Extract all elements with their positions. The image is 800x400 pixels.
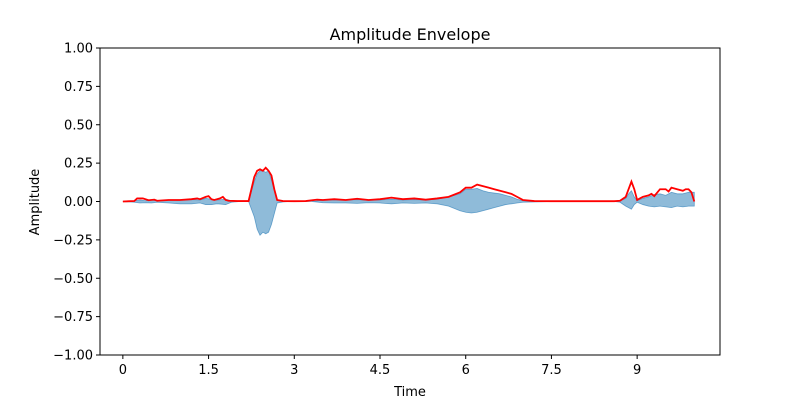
waveform-area — [122, 170, 695, 236]
x-tick-label: 3 — [290, 363, 298, 378]
x-tick-label: 0 — [119, 363, 127, 378]
y-tick-label: 1.00 — [64, 42, 93, 57]
chart-title: Amplitude Envelope — [330, 25, 491, 44]
envelope-line — [122, 166, 696, 203]
y-tick-label: −0.50 — [53, 272, 93, 287]
y-tick-label: 0.25 — [64, 157, 93, 172]
x-tick-label: 9 — [633, 363, 641, 378]
axes: 0 1.5 3 4.5 6 7.5 9 −1.00 −0.75 −0.50 −0.25 0.00 0.2… — [53, 42, 721, 378]
x-tick-label: 1.5 — [198, 363, 219, 378]
y-axis-label: Amplitude — [28, 169, 43, 236]
plot-area — [122, 166, 696, 236]
y-tick-label: −0.75 — [53, 310, 93, 325]
y-tick-label: −1.00 — [53, 349, 93, 364]
x-tick-label: 7.5 — [541, 363, 562, 378]
y-tick-label: −0.25 — [53, 233, 93, 248]
y-tick-label: 0.00 — [64, 195, 93, 210]
x-tick-label: 6 — [462, 363, 470, 378]
y-tick-label: 0.50 — [64, 118, 93, 133]
y-tick-label: 0.75 — [64, 80, 93, 95]
x-axis-label: Time — [393, 385, 426, 400]
x-tick-label: 4.5 — [370, 363, 391, 378]
